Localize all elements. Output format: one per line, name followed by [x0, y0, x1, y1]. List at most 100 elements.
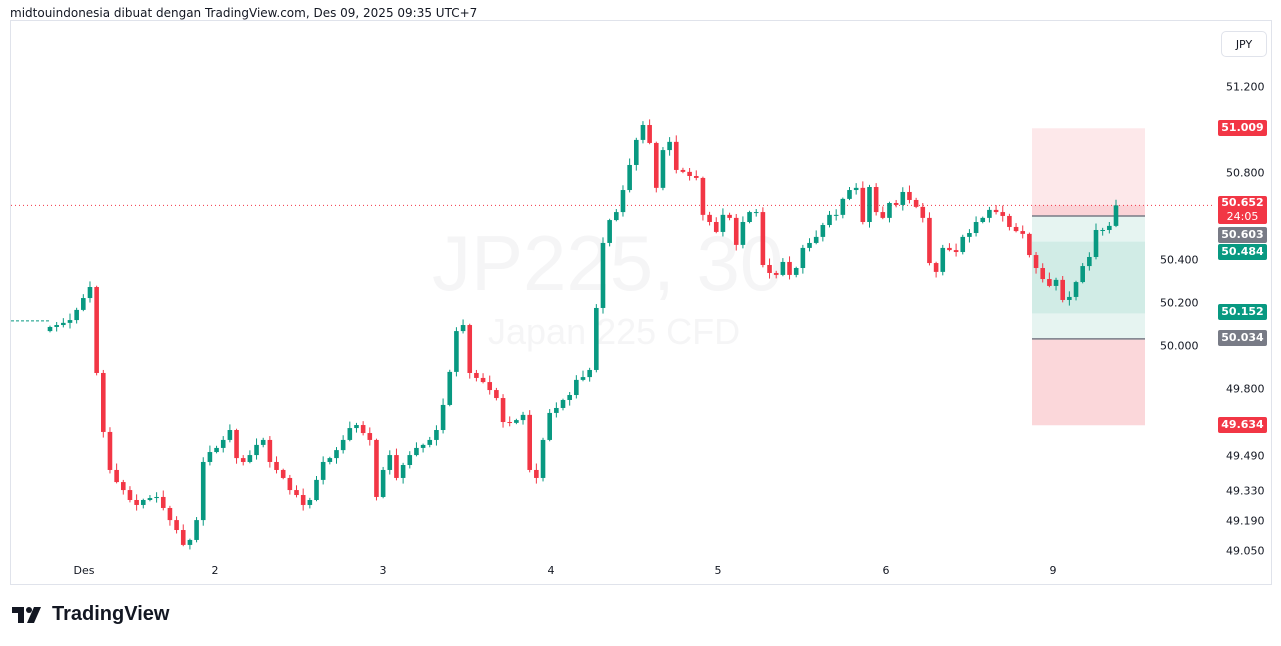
lower-zone	[1032, 338, 1145, 426]
candle-body	[1033, 255, 1039, 269]
candle-body	[540, 439, 546, 478]
candle-body	[1073, 282, 1079, 297]
candle-body	[120, 482, 126, 491]
bar-countdown: 24:05	[1226, 210, 1259, 223]
candle-body	[527, 414, 532, 470]
candle-body	[127, 490, 133, 500]
candle-body	[187, 539, 193, 545]
candle-body	[620, 190, 626, 213]
price-tick: 50.000	[1160, 339, 1199, 353]
currency-button[interactable]: JPY	[1221, 31, 1267, 57]
candle-body	[987, 209, 992, 218]
candle-body	[667, 141, 672, 151]
candle-body	[900, 191, 906, 205]
candle-body	[893, 202, 899, 205]
candle-body	[1100, 229, 1105, 231]
candle-body	[760, 212, 766, 265]
candle-body	[1060, 279, 1065, 300]
candle-body	[440, 404, 446, 431]
candle-body	[474, 372, 479, 378]
candle-body	[727, 214, 732, 218]
price-tick: 49.330	[1226, 484, 1265, 498]
candle-body	[607, 220, 612, 243]
candle-body	[1087, 256, 1092, 267]
date-label: 3	[379, 564, 387, 577]
chart-frame	[10, 20, 1272, 585]
candle-body	[134, 499, 139, 505]
candle-body	[247, 455, 253, 462]
candle-body	[500, 398, 506, 423]
candle-body	[873, 187, 879, 213]
candle-body	[960, 236, 966, 253]
candle-body	[780, 261, 786, 275]
candle-body	[687, 171, 692, 176]
candle-body	[207, 452, 213, 462]
candle-body	[454, 331, 459, 372]
candle-body	[334, 450, 339, 459]
target-1-label: 50.484	[1218, 244, 1267, 260]
candle-body	[947, 247, 952, 251]
candle-body	[827, 214, 832, 226]
candle-body	[107, 431, 113, 470]
candle-body	[747, 212, 752, 222]
candle-body	[1080, 266, 1085, 283]
candle-body	[693, 175, 699, 178]
candle-body	[813, 236, 819, 243]
candle-body	[1013, 226, 1019, 232]
candle-body	[147, 498, 153, 500]
candle-body	[713, 222, 719, 232]
candle-body	[833, 214, 839, 216]
candle-body	[47, 326, 53, 332]
candle-body	[414, 447, 419, 456]
candle-body	[933, 263, 939, 272]
candle-body	[653, 142, 659, 188]
candle-body	[1000, 212, 1006, 216]
candle-body	[673, 141, 679, 170]
candle-body	[520, 414, 526, 421]
entry-price-label: 50.603	[1218, 227, 1267, 243]
candle-body	[927, 217, 932, 264]
candle-body	[367, 433, 373, 440]
chart-caption: midtouindonesia dibuat dengan TradingVie…	[10, 6, 478, 20]
candle-body	[853, 187, 859, 191]
candle-body	[867, 187, 872, 222]
candle-body	[434, 430, 439, 440]
candle-body	[940, 247, 946, 272]
candle-body	[554, 407, 559, 413]
last-price-value: 50.652	[1221, 196, 1264, 209]
candle-body	[320, 461, 326, 480]
stop-zone	[1032, 128, 1145, 216]
description-watermark: Japan 225 CFD	[488, 311, 741, 352]
candle-body	[314, 479, 319, 500]
candle-body	[534, 469, 539, 478]
candle-body	[374, 439, 379, 497]
candle-body	[101, 372, 106, 432]
candle-body	[67, 320, 73, 323]
date-label: 6	[882, 564, 890, 577]
candle-body	[227, 430, 233, 440]
candle-body	[1020, 231, 1026, 234]
candle-body	[167, 507, 173, 521]
candle-body	[820, 225, 826, 237]
candle-body	[114, 469, 119, 483]
lower-price-label: 49.634	[1218, 417, 1267, 433]
candle-body	[61, 322, 66, 326]
candle-body	[953, 250, 959, 253]
candle-body	[594, 307, 599, 370]
candle-body	[260, 439, 266, 445]
candle-body	[81, 298, 86, 310]
candle-body	[194, 520, 199, 540]
tradingview-logo[interactable]: TradingView	[12, 603, 169, 626]
candle-body	[707, 214, 712, 222]
date-label: 2	[211, 564, 219, 577]
candle-body	[807, 242, 812, 248]
date-label: 5	[714, 564, 722, 577]
candle-body	[407, 455, 413, 465]
candle-body	[254, 444, 259, 456]
open-loss-zone	[1032, 205, 1145, 216]
candle-body	[920, 206, 926, 218]
candle-body	[980, 217, 986, 222]
candle-body	[647, 125, 652, 143]
candle-body	[773, 272, 779, 275]
